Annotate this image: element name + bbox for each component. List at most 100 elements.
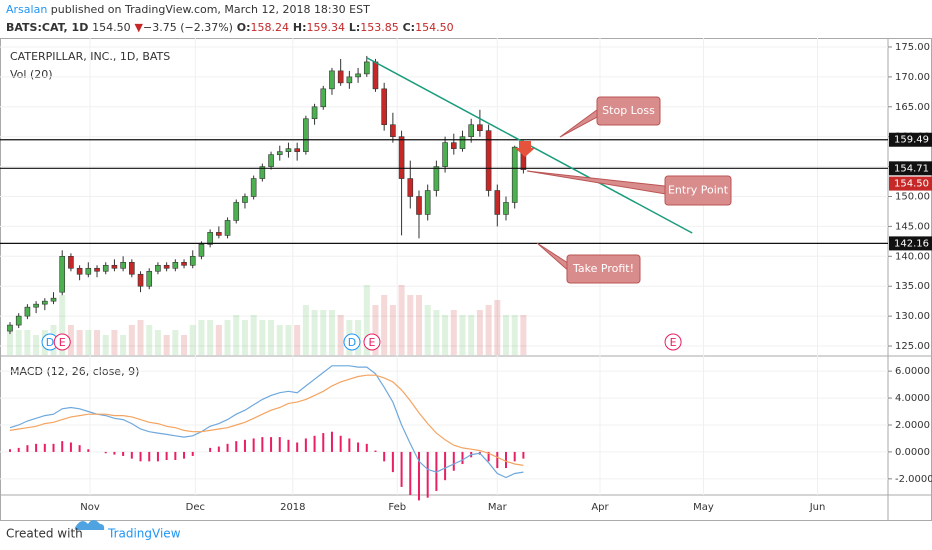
candle-body xyxy=(129,261,135,275)
macd-histogram-bar xyxy=(287,439,290,452)
candle-body xyxy=(433,166,440,191)
volume-bar xyxy=(459,315,466,355)
macd-histogram-bar xyxy=(504,451,507,469)
ohlc-c-value: 154.50 xyxy=(415,21,454,34)
volume-bar xyxy=(102,335,109,355)
candle-body xyxy=(207,232,213,245)
level-tag-label: 142.16 xyxy=(894,238,929,249)
y-tick-label: 4.0000 xyxy=(895,393,930,404)
macd-histogram-bar xyxy=(400,451,403,487)
volume-bar xyxy=(85,330,92,355)
macd-histogram-bar xyxy=(522,451,525,459)
event-label: E xyxy=(369,336,376,349)
macd-histogram-bar xyxy=(383,451,386,462)
macd-histogram-bar xyxy=(487,451,490,462)
volume-bar xyxy=(94,330,101,355)
macd-histogram-bar xyxy=(209,447,212,452)
level-tag-label: 159.49 xyxy=(894,135,929,146)
ohlc-h-value: 159.34 xyxy=(306,21,345,34)
last-price-tag xyxy=(889,176,932,191)
macd-histogram-bar xyxy=(452,451,455,471)
volume-bar xyxy=(268,320,275,355)
y-tick-label: 2.0000 xyxy=(895,420,930,431)
ohlc-l-value: 153.85 xyxy=(360,21,399,34)
volume-bar xyxy=(294,325,301,355)
macd-histogram-bar xyxy=(61,441,64,452)
volume-bar xyxy=(285,325,292,355)
volume-bar xyxy=(198,320,205,355)
volume-bar xyxy=(511,315,518,355)
volume-bar xyxy=(415,295,422,355)
volume-bar xyxy=(33,335,40,355)
candle-body xyxy=(198,244,205,257)
candle-body xyxy=(59,256,66,293)
macd-histogram-bar xyxy=(313,435,316,452)
macd-histogram-bar xyxy=(148,451,151,462)
footer-brand[interactable]: TradingView xyxy=(107,527,181,541)
y-tick-label: 0.0000 xyxy=(895,447,930,458)
candle-body xyxy=(450,142,457,149)
author[interactable]: Arsalan xyxy=(6,3,47,16)
macd-histogram-bar xyxy=(113,451,116,455)
volume-bar xyxy=(363,285,370,355)
macd-line xyxy=(9,374,524,466)
candle-body xyxy=(7,324,13,332)
candle-body xyxy=(85,267,92,275)
y-tick-label: 170.00 xyxy=(895,72,930,83)
macd-histogram-bar xyxy=(496,451,499,469)
volume-bar xyxy=(233,315,240,355)
axes: Nov Dec 2018 Feb Mar Apr May Jun 125.00 130.00 135… xyxy=(80,42,932,513)
level-tag xyxy=(889,236,932,251)
candle-body xyxy=(329,70,335,90)
macd-histogram-bar xyxy=(278,437,281,452)
event-label: D xyxy=(348,336,356,349)
volume-bar xyxy=(468,315,475,355)
candle-body xyxy=(477,124,483,132)
macd-histogram-bar xyxy=(391,451,394,473)
volume-bar xyxy=(328,310,335,355)
y-tick-label: 125.00 xyxy=(895,341,930,352)
candle-body xyxy=(285,148,292,152)
candle-body xyxy=(503,202,509,215)
candle-body xyxy=(15,315,22,326)
macd-histogram-bar xyxy=(130,451,133,459)
candle-body xyxy=(320,88,327,108)
x-tick-label: 2018 xyxy=(280,502,305,513)
volume-bar xyxy=(320,310,327,355)
macd-histogram-bar xyxy=(156,451,159,462)
candle-body xyxy=(50,297,57,302)
candle-body xyxy=(33,303,39,308)
y-tick-label: 6.0000 xyxy=(895,366,930,377)
x-tick-label: Jun xyxy=(809,502,826,513)
ohlc-l: L: xyxy=(349,21,360,34)
x-tick-label: Dec xyxy=(186,502,205,513)
candle-body xyxy=(372,61,379,90)
macd-histogram-bar xyxy=(261,437,264,452)
volume-bar xyxy=(311,310,318,355)
candle-body xyxy=(268,154,274,167)
last-price-label: 154.50 xyxy=(894,179,929,190)
event-marker xyxy=(363,333,381,351)
macd-histogram-bar xyxy=(78,445,81,452)
candle-body xyxy=(390,124,396,137)
volume-bar xyxy=(259,320,266,355)
candle-body xyxy=(398,136,405,179)
y-tick-label: 175.00 xyxy=(895,42,930,53)
macd-histogram-bar xyxy=(235,441,238,452)
macd-histogram-bar xyxy=(217,446,220,452)
volume-bar xyxy=(442,315,449,355)
macd-histogram-bar xyxy=(69,442,72,452)
volume-bar xyxy=(172,330,179,355)
volume-bar xyxy=(302,305,309,355)
level-tag xyxy=(889,132,932,147)
candle-body xyxy=(494,190,501,215)
callout-box xyxy=(566,254,641,284)
macd-histogram-bar xyxy=(322,433,325,452)
x-tick-label: Feb xyxy=(388,502,406,513)
candle-body xyxy=(172,261,179,269)
candle-body xyxy=(459,136,466,149)
entry-arrow xyxy=(515,141,535,157)
candle-body xyxy=(468,124,474,137)
volume-bar xyxy=(381,295,388,355)
volume-bar xyxy=(502,315,509,355)
